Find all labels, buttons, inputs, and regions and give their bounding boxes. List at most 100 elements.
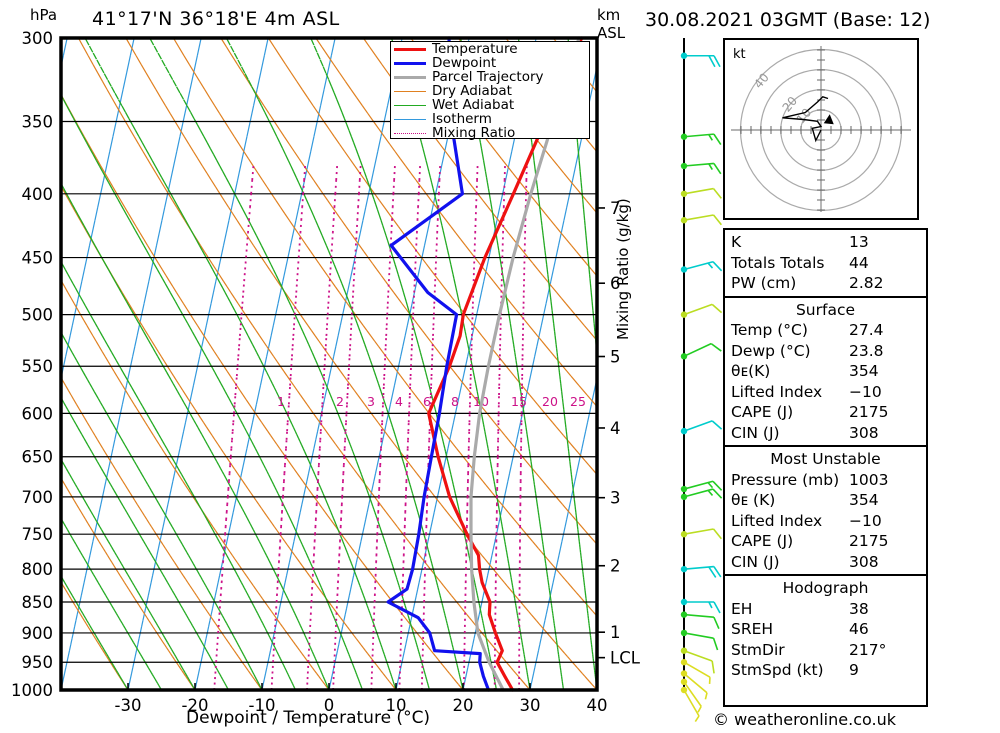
stats-value: 13 [849, 233, 869, 251]
stats-row: Dewp (°C) 23.8 [725, 341, 926, 362]
wind-barb [680, 420, 723, 435]
copyright-label: © weatheronline.co.uk [713, 710, 896, 729]
legend-swatch-icon [394, 61, 426, 65]
pressure-tick-label: 300 [22, 29, 54, 48]
pressure-tick-label: 650 [22, 448, 54, 467]
temperature-tick-label: 30 [520, 696, 541, 715]
pressure-tick-label: 850 [22, 593, 54, 612]
legend-item-wet-adiabat: Wet Adiabat [391, 98, 589, 112]
stats-value: 38 [849, 599, 869, 618]
pressure-unit-label: hPa [30, 6, 58, 24]
station-title: 41°17'N 36°18'E 4m ASL [92, 8, 340, 30]
stats-key: Temp (°C) [731, 321, 808, 339]
wind-barb [680, 52, 721, 68]
legend-label: Mixing Ratio [432, 125, 516, 141]
stats-key: θᴇ(K) [731, 362, 771, 380]
stats-value: 308 [849, 423, 879, 442]
wind-barb [680, 678, 702, 713]
temperature-tick-label: -20 [182, 696, 209, 715]
stats-value: −10 [849, 382, 882, 401]
pressure-tick-label: 800 [22, 560, 54, 579]
stats-value: 2175 [849, 532, 889, 550]
stats-value: 9 [849, 661, 859, 679]
stats-value: 354 [849, 362, 879, 380]
pressure-tick-label: 600 [22, 404, 54, 423]
mixing-ratio-label: 3 [367, 394, 375, 409]
legend-item-isotherm: Isotherm [391, 112, 589, 126]
x-axis-title: Dewpoint / Temperature (°C) [186, 708, 431, 728]
stats-value: 44 [849, 253, 869, 272]
legend-item-temperature: Temperature [391, 42, 589, 56]
mixing-ratio-label: 6 [423, 394, 431, 409]
stats-group: Hodograph EH 38 SREH 46 StmDir 217° StmSpd (kt)… [725, 576, 926, 683]
pressure-tick-label: 550 [22, 357, 54, 376]
trace-parcel-trajectory [469, 36, 581, 692]
legend-item-parcel-trajectory: Parcel Trajectory [391, 70, 589, 84]
legend-swatch-icon [394, 104, 426, 106]
legend-item-dry-adiabat: Dry Adiabat [391, 84, 589, 98]
pressure-tick-label: 750 [22, 525, 54, 544]
wind-barb [680, 342, 722, 360]
hodograph-unit-label: kt [733, 47, 746, 62]
stats-group: K 13 Totals Totals 44 PW (cm) 2.82 [725, 230, 926, 298]
legend-swatch-icon [394, 132, 426, 134]
hodograph-track [782, 96, 829, 143]
temperature-tick-label: 0 [324, 696, 335, 715]
legend-swatch-icon [394, 118, 426, 120]
legend-label: Temperature [432, 41, 518, 57]
wind-barb [680, 565, 722, 578]
stats-value: 46 [849, 620, 869, 638]
wind-barb [680, 528, 722, 540]
stats-key: EH [731, 599, 753, 618]
stats-value: 354 [849, 491, 879, 509]
stats-row: Temp (°C) 27.4 [725, 320, 926, 341]
wind-barb [680, 686, 700, 723]
mixing-ratio-axis-title: Mixing Ratio (g/kg) [614, 198, 632, 340]
stats-key: Lifted Index [731, 382, 823, 401]
stats-key: StmDir [731, 640, 785, 659]
stats-row: Pressure (mb) 1003 [725, 470, 926, 491]
pressure-tick-label: 950 [22, 653, 54, 672]
stats-row: Lifted Index −10 [725, 382, 926, 403]
temperature-tick-label: 40 [587, 696, 608, 715]
altitude-tick-label: 5 [610, 348, 621, 367]
legend-swatch-icon [394, 75, 426, 79]
stats-key: StmSpd (kt) [731, 661, 824, 679]
stats-group: Surface Temp (°C) 27.4 Dewp (°C) 23.8 θᴇ(K) 35… [725, 298, 926, 447]
stats-row: K 13 [725, 232, 926, 253]
altitude-tick-label: 2 [610, 557, 621, 576]
altitude-tick-label: 3 [610, 489, 621, 508]
trace-temperature [427, 36, 584, 692]
stats-row: PW (cm) 2.82 [725, 273, 926, 294]
hodograph-ring-label: 10 [794, 106, 815, 127]
stats-row: EH 38 [725, 599, 926, 620]
legend-item-dewpoint: Dewpoint [391, 56, 589, 70]
wind-barb [680, 647, 715, 674]
legend-label: Dry Adiabat [432, 83, 512, 99]
altitude-tick-label: 7 [610, 199, 621, 218]
stats-row: StmSpd (kt) 9 [725, 660, 926, 681]
storm-motion-marker [823, 114, 834, 125]
legend-label: Dewpoint [432, 55, 497, 71]
hodograph-ring-label: 40 [751, 70, 772, 91]
legend-label: Wet Adiabat [432, 97, 515, 113]
stats-row: StmDir 217° [725, 640, 926, 661]
stats-group-title: Surface [795, 300, 856, 319]
legend-item-mixing-ratio: Mixing Ratio [391, 126, 589, 140]
altitude-tick-label: 1 [610, 623, 621, 642]
wind-barb [680, 162, 722, 175]
wind-barb [680, 187, 722, 199]
stats-key: CIN (J) [731, 552, 780, 571]
stats-row: θᴇ (K) 354 [725, 490, 926, 511]
mixing-ratio-label: 8 [451, 394, 459, 409]
wind-barb [680, 670, 708, 700]
lcl-marker-label: LCL [610, 649, 641, 668]
altitude-tick-label: 6 [610, 274, 621, 293]
stats-value: 2175 [849, 403, 889, 421]
stats-row: θᴇ(K) 354 [725, 361, 926, 382]
temperature-tick-label: 20 [453, 696, 474, 715]
stats-row: CAPE (J) 2175 [725, 531, 926, 552]
stats-key: Totals Totals [731, 253, 825, 272]
stats-row: Lifted Index −10 [725, 511, 926, 532]
